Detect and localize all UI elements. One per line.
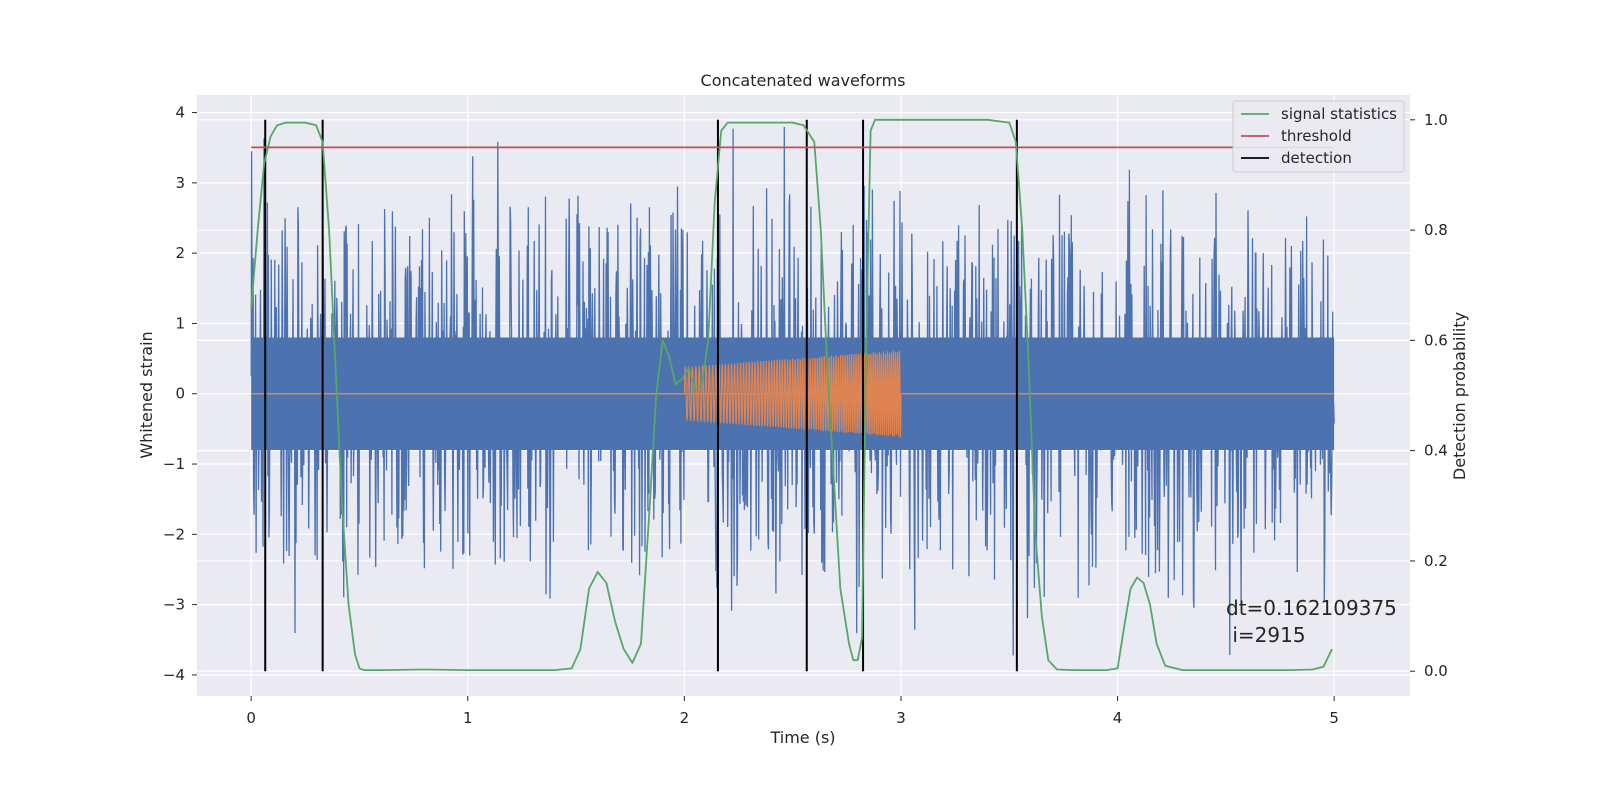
x-tick-label-3: 3	[896, 709, 906, 727]
y-tick-label-2: −2	[163, 525, 185, 543]
y2-tick-label-1: 0.2	[1424, 552, 1448, 570]
x-tick-label-4: 4	[1113, 709, 1123, 727]
y2-tick-label-3: 0.6	[1424, 331, 1448, 349]
y-tick-label-7: 3	[175, 174, 185, 192]
annotation-index: i=2915	[1226, 623, 1306, 647]
chart-title: Concatenated waveforms	[701, 71, 906, 90]
y-tick-label-4: 0	[175, 385, 185, 403]
signal-statistics-series	[250, 118, 1335, 671]
x-tick-label-1: 1	[463, 709, 473, 727]
y2-tick-label-5: 1.0	[1424, 111, 1448, 129]
signal-statistics-line	[250, 118, 1333, 671]
legend: signal statistics threshold detection	[1232, 100, 1405, 173]
x-axis-label: Time (s)	[769, 728, 835, 747]
y2-tick-label-2: 0.4	[1424, 442, 1448, 460]
y-axis-label: Whitened strain	[137, 331, 156, 458]
legend-box	[1232, 100, 1405, 173]
template-series	[251, 350, 1335, 438]
y-tick-label-5: 1	[175, 314, 185, 332]
y-tick-label-8: 4	[175, 104, 185, 122]
y2-tick-label-0: 0.0	[1424, 662, 1448, 680]
y-tick-label-0: −4	[163, 666, 185, 684]
x-tick-label-0: 0	[246, 709, 256, 727]
y2-tick-label-4: 0.8	[1424, 221, 1448, 239]
x-tick-label-5: 5	[1329, 709, 1339, 727]
y-tick-label-6: 2	[175, 244, 185, 262]
y2-axis-label: Detection probability	[1450, 312, 1469, 480]
x-tick-label-2: 2	[680, 709, 690, 727]
legend-label-detection: detection	[1281, 149, 1352, 167]
legend-label-signal-statistics: signal statistics	[1281, 105, 1397, 123]
y-tick-label-3: −1	[163, 455, 185, 473]
y-tick-label-1: −3	[163, 596, 185, 614]
axis-ticks: 0 1 2 3 4 5 −4 −3 −2 −1 0 1 2 3 4 0.0 0.2 0.4 0.6 0.8 1.0	[163, 104, 1448, 727]
template-chirp	[683, 350, 902, 438]
annotation-dt: dt=0.162109375	[1226, 596, 1397, 620]
legend-label-threshold: threshold	[1281, 127, 1352, 145]
